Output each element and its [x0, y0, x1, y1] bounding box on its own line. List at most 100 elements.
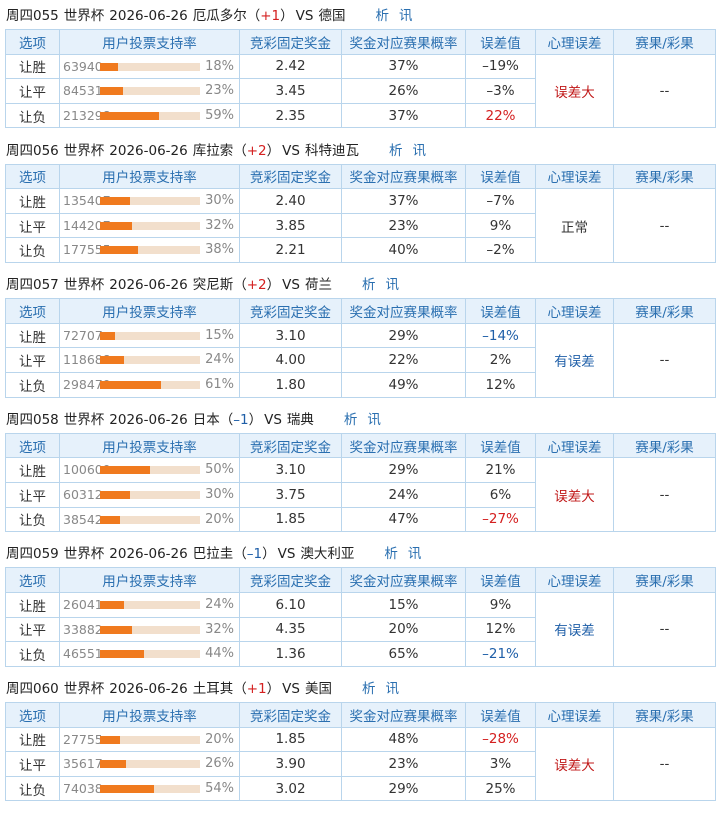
support-bar	[100, 491, 130, 499]
bar-track	[100, 87, 200, 96]
support-cell: 38542 20%	[59, 506, 240, 533]
column-header: 竞彩固定奖金	[239, 432, 342, 459]
error-value: –3%	[465, 78, 536, 104]
column-header: 用户投票支持率	[59, 702, 240, 728]
support-cell: 84531 23%	[59, 78, 240, 104]
probability: 23%	[341, 751, 466, 777]
link: 讯	[385, 681, 399, 697]
support-cell: 35617 26%	[59, 751, 240, 777]
column-header: 心理误差	[535, 567, 614, 593]
odds: 2.42	[239, 53, 342, 80]
column-header: 误差值	[465, 432, 536, 459]
support-pct: 30%	[205, 487, 234, 502]
column-header: 选项	[5, 163, 60, 190]
column-header: 赛果/彩果	[613, 298, 716, 324]
column-header: 奖金对应赛果概率	[341, 702, 466, 728]
psych-error: 有误差	[535, 592, 614, 667]
bar-track	[100, 650, 200, 659]
handicap: –1	[246, 546, 263, 563]
support-pct: 61%	[205, 377, 234, 392]
paren: （	[246, 8, 261, 24]
date: 2026-06-26	[109, 8, 188, 24]
link: 析	[384, 546, 398, 563]
match-no: 周四060	[6, 681, 59, 697]
column-header: 奖金对应赛果概率	[341, 29, 466, 55]
column-header: 用户投票支持率	[59, 298, 240, 324]
support-cell: 298479 61%	[59, 372, 240, 398]
option: 让负	[5, 775, 60, 802]
support-pct: 24%	[205, 597, 234, 612]
date: 2026-06-26	[109, 411, 188, 428]
link: 析	[388, 142, 403, 159]
home-team: 巴拉圭	[192, 546, 234, 563]
support-pct: 26%	[205, 756, 234, 772]
column-header: 竞彩固定奖金	[239, 298, 342, 324]
support-pct: 18%	[205, 58, 234, 74]
column-header: 选项	[5, 432, 60, 459]
support-bar	[100, 515, 120, 524]
support-cell: 144207 32%	[59, 212, 240, 239]
support-pct: 32%	[205, 217, 234, 233]
support-cell: 74038 54%	[59, 775, 240, 802]
support-cell: 27755 20%	[59, 726, 240, 753]
match-no: 周四057	[6, 277, 59, 294]
result: --	[613, 457, 716, 533]
handicap: +1	[246, 681, 267, 697]
psych-error: 误差大	[535, 457, 614, 533]
league: 世界杯	[63, 411, 105, 428]
support-bar	[100, 331, 115, 340]
column-header: 心理误差	[535, 432, 614, 459]
option: 让胜	[5, 592, 60, 618]
column-header: 选项	[5, 567, 60, 593]
probability: 23%	[341, 212, 466, 239]
option: 让负	[5, 506, 60, 533]
option: 让平	[5, 751, 60, 777]
vote-count: 84531	[63, 83, 103, 99]
support-pct: 23%	[205, 83, 234, 99]
odds: 4.00	[239, 347, 342, 373]
support-cell: 26041 24%	[59, 592, 240, 618]
odds: 3.85	[239, 212, 342, 239]
home-team: 土耳其	[192, 681, 234, 697]
error-value: 2%	[465, 347, 536, 373]
link: 析	[361, 277, 376, 294]
odds: 4.35	[239, 616, 342, 643]
away-team: 荷兰	[304, 277, 332, 294]
home-team: 库拉索	[192, 142, 234, 159]
support-pct: 59%	[205, 107, 234, 123]
probability: 37%	[341, 102, 466, 129]
paren: （	[219, 411, 234, 428]
paren: ）	[266, 681, 281, 697]
column-header: 用户投票支持率	[59, 163, 240, 190]
date: 2026-06-26	[109, 681, 188, 697]
column-header: 选项	[5, 298, 60, 324]
vote-count: 213298	[63, 107, 111, 123]
option: 让平	[5, 482, 60, 508]
handicap: +2	[246, 142, 267, 159]
link: 析	[361, 681, 376, 697]
probability: 49%	[341, 372, 466, 398]
probability: 29%	[341, 457, 466, 483]
odds: 3.45	[239, 78, 342, 104]
handicap: +1	[260, 8, 281, 24]
vote-count: 60312	[63, 487, 103, 502]
error-value: –21%	[465, 641, 536, 667]
league: 世界杯	[63, 277, 105, 294]
column-header: 奖金对应赛果概率	[341, 567, 466, 593]
support-pct: 50%	[205, 462, 234, 478]
probability: 20%	[341, 616, 466, 643]
column-header: 竞彩固定奖金	[239, 29, 342, 55]
match-header: 周四057 世界杯 2026-06-26 突尼斯（+2） VS 荷兰 析讯	[6, 273, 399, 297]
away-team: 瑞典	[286, 411, 314, 428]
support-bar	[100, 381, 161, 389]
odds: 1.36	[239, 641, 342, 667]
column-header: 心理误差	[535, 163, 614, 190]
away-team: 德国	[318, 8, 346, 24]
vote-count: 46551	[63, 646, 103, 662]
link: 析	[375, 8, 389, 24]
odds: 3.90	[239, 751, 342, 777]
vs: VS	[295, 8, 314, 24]
probability: 37%	[341, 188, 466, 214]
psych-error: 误差大	[535, 53, 614, 129]
support-pct: 20%	[205, 731, 234, 747]
